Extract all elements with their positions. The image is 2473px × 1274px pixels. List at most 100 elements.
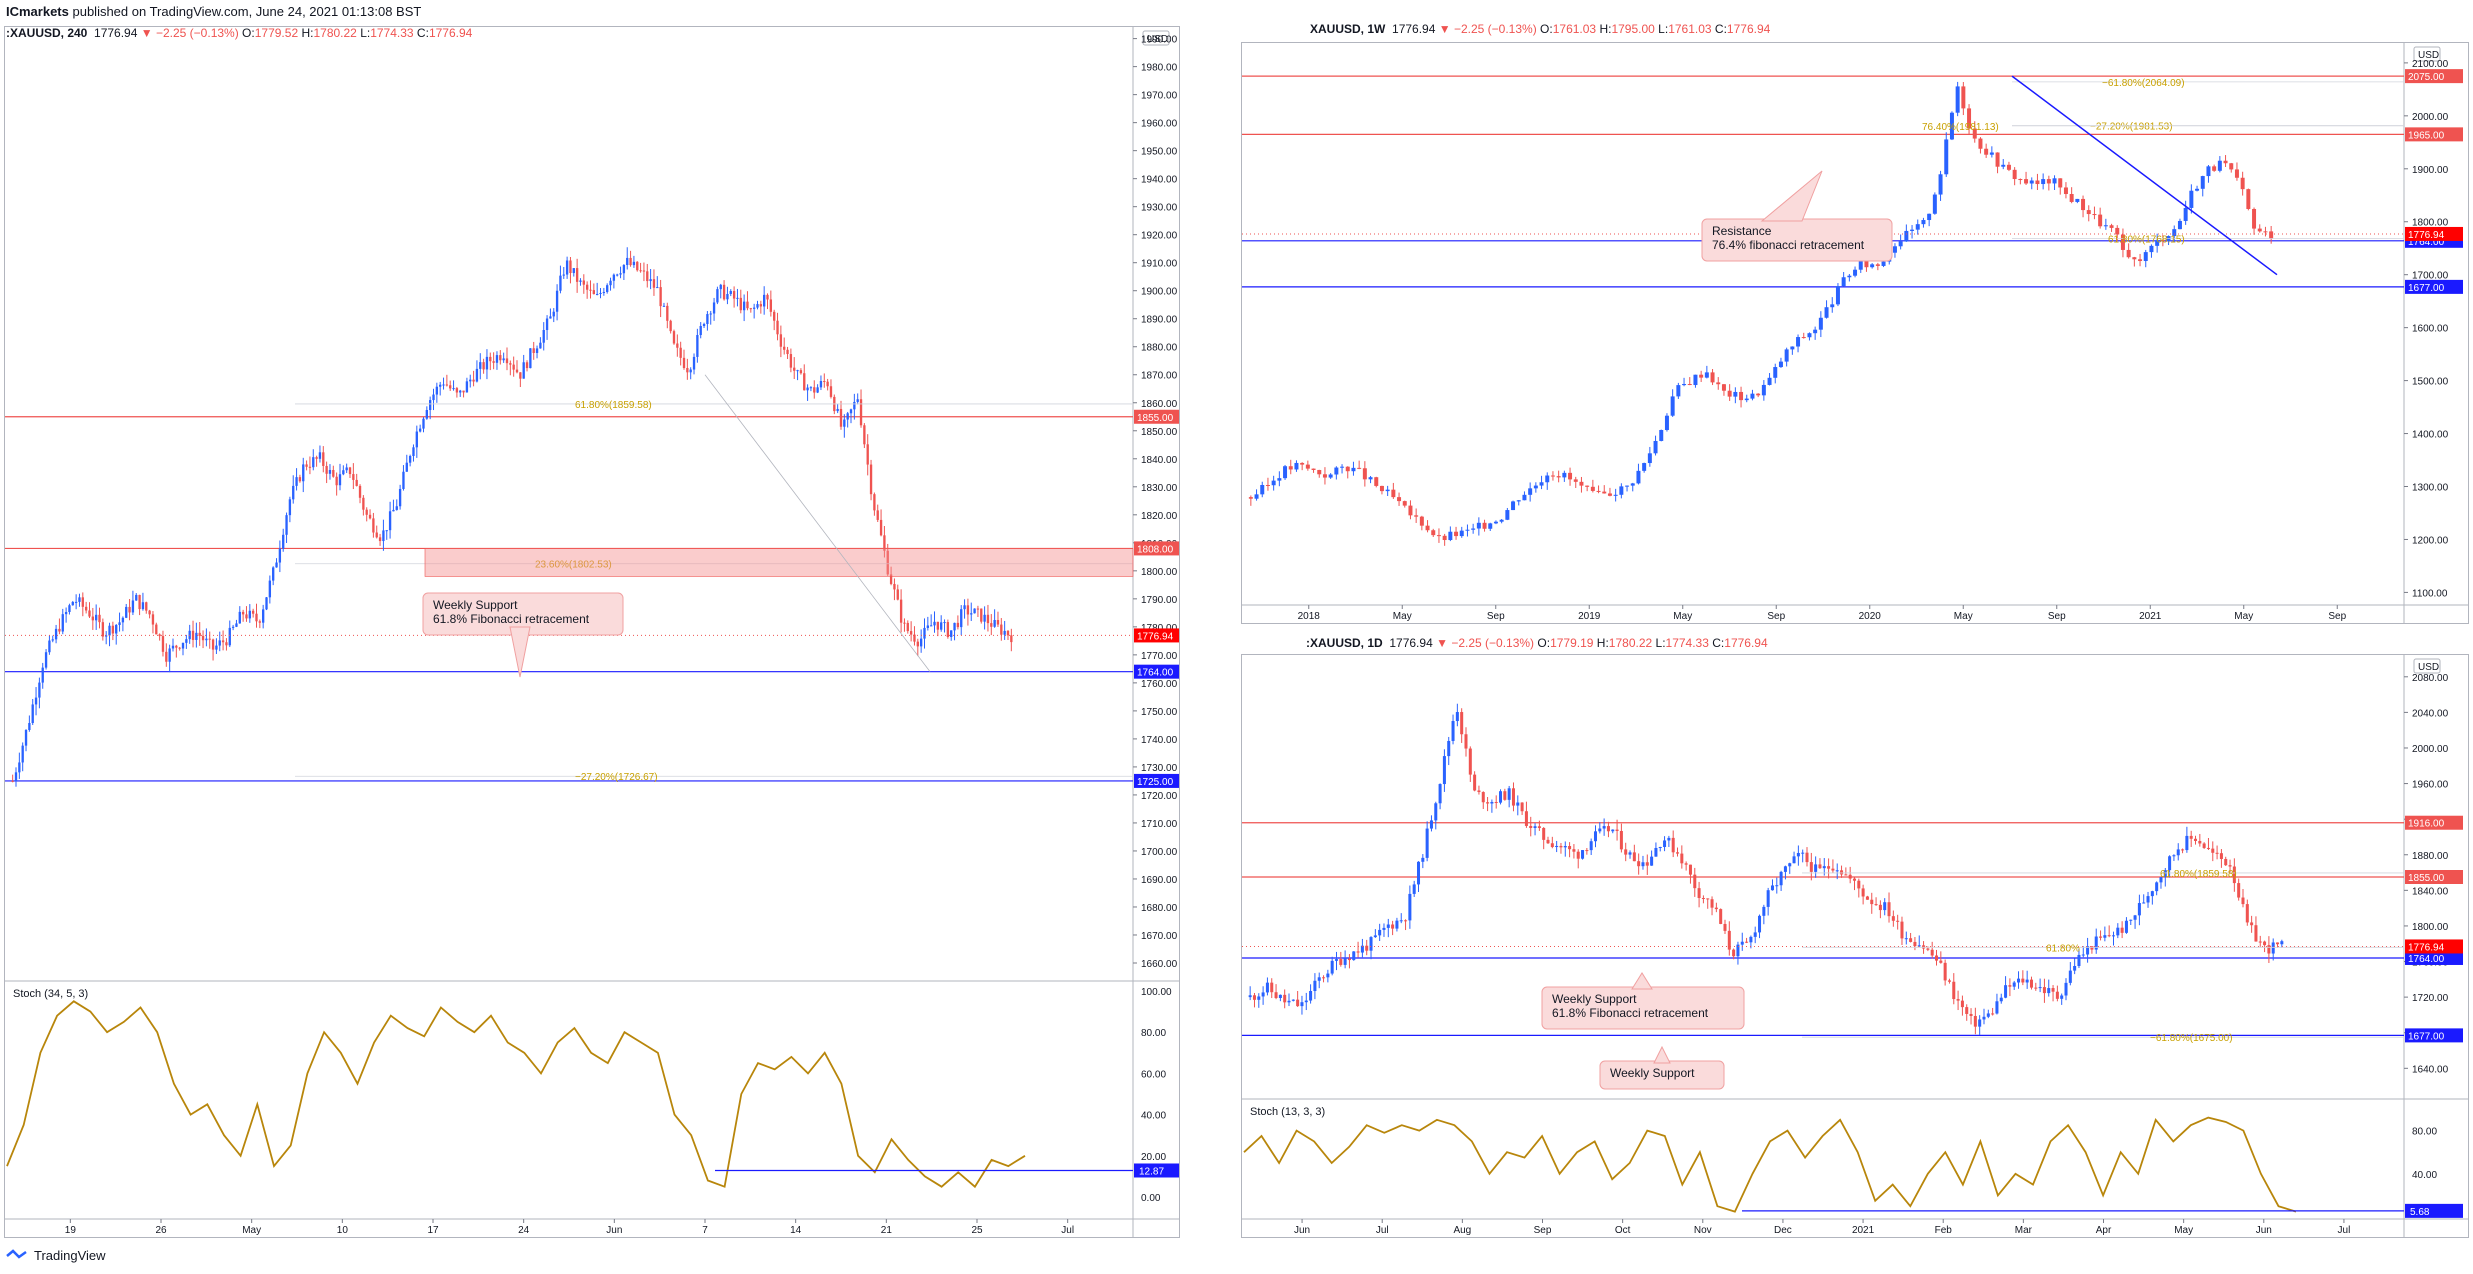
level-price-tag bbox=[2405, 69, 2463, 84]
candle-body bbox=[2245, 904, 2249, 923]
chart-1d-svg[interactable]: USD1640.001680.001720.001760.001800.0018… bbox=[1242, 655, 2468, 1237]
chart-title-240-text: :XAUUSD, 240 1776.94 ▼ −2.25 (−0.13%) O:… bbox=[6, 26, 473, 40]
candle-body bbox=[1369, 937, 1373, 951]
candle-body bbox=[916, 641, 919, 647]
tradingview-footer[interactable]: TradingView bbox=[6, 1248, 106, 1263]
y-tick-label: 1830.00 bbox=[1141, 483, 1178, 494]
candle-body bbox=[1465, 529, 1470, 531]
candle-body bbox=[1989, 152, 1994, 155]
candle-body bbox=[225, 642, 228, 646]
candle-body bbox=[1904, 230, 1909, 242]
candle-body bbox=[1589, 841, 1593, 851]
level-price-label: 1764.00 bbox=[2408, 954, 2445, 965]
candle-body bbox=[18, 762, 21, 773]
y-tick-label: 1880.00 bbox=[1141, 343, 1178, 354]
candle-body bbox=[288, 499, 292, 516]
chart-panel-1w[interactable]: USD 1100.00 1200.00 1300.00 1400.00 1500.00 16… bbox=[1241, 42, 2469, 624]
y-tick-label: 1700.00 bbox=[1141, 847, 1178, 858]
level-price-tag bbox=[1134, 664, 1179, 679]
candle-body bbox=[1887, 902, 1891, 917]
candle-body bbox=[1973, 1015, 1977, 1027]
candle-body bbox=[1345, 466, 1350, 472]
tradingview-brand: TradingView bbox=[34, 1248, 106, 1263]
candle-body bbox=[1767, 377, 1772, 385]
candle-body bbox=[1347, 958, 1351, 961]
candle-body bbox=[131, 600, 135, 613]
x-tick-label: May bbox=[1393, 611, 1412, 622]
y-tick-label: 1970.00 bbox=[1141, 91, 1178, 102]
candle-body bbox=[292, 485, 295, 500]
x-tick-label: 2021 bbox=[2139, 611, 2162, 622]
candle-body bbox=[171, 645, 175, 649]
candle-body bbox=[736, 297, 739, 299]
candle-body bbox=[1585, 850, 1589, 852]
candle-body bbox=[1581, 850, 1585, 859]
level-price-tag bbox=[2405, 950, 2463, 965]
x-tick-label: Feb bbox=[1935, 1225, 1953, 1236]
candle-body bbox=[2189, 190, 2194, 208]
candle-body bbox=[205, 638, 208, 641]
candle-body bbox=[1573, 479, 1578, 482]
candle-body bbox=[646, 271, 649, 282]
candle-body bbox=[709, 313, 712, 315]
candle-body bbox=[849, 409, 853, 414]
candle-body bbox=[1486, 802, 1490, 804]
y-tick-label: 1780.00 bbox=[1141, 623, 1178, 634]
candle-body bbox=[74, 601, 78, 603]
candle-body bbox=[562, 274, 565, 276]
candle-body bbox=[1296, 999, 1300, 1007]
candle-body bbox=[1750, 393, 1755, 399]
candle-body bbox=[1865, 896, 1869, 900]
chart-panel-240[interactable]: USD 1660.00 1670.00 1680.00 1690.00 1700.00 17… bbox=[4, 26, 1180, 1238]
y-tick-label: 1700.00 bbox=[2412, 271, 2449, 282]
candle-body bbox=[1956, 999, 1960, 1001]
candle-body bbox=[793, 367, 796, 371]
y-tick-label: 1800.00 bbox=[1141, 567, 1178, 578]
chart-panel-1d[interactable]: USD1640.001680.001720.001760.001800.0018… bbox=[1241, 654, 2469, 1238]
candle-body bbox=[1459, 530, 1464, 537]
candle-body bbox=[706, 314, 709, 324]
candle-body bbox=[1471, 528, 1476, 530]
candle-body bbox=[495, 355, 499, 363]
level-price-label: 1677.00 bbox=[2408, 1031, 2445, 1042]
candle-body bbox=[2202, 843, 2206, 848]
candle-body bbox=[1874, 904, 1878, 906]
y-tick-label: 1500.00 bbox=[2412, 377, 2449, 388]
candle-body bbox=[1835, 870, 1839, 872]
x-tick-label: 2019 bbox=[1578, 611, 1601, 622]
candle-body bbox=[686, 367, 689, 373]
candle-body bbox=[1252, 995, 1256, 1000]
stoch-line bbox=[6, 1000, 1026, 1189]
stoch-tick-label: 0.00 bbox=[1141, 1193, 1161, 1204]
candle-body bbox=[1733, 391, 1738, 397]
annotation-text: Weekly Support bbox=[1610, 1066, 1695, 1080]
candle-body bbox=[1864, 261, 1869, 268]
stoch-line bbox=[1243, 1116, 2297, 1213]
candle-body bbox=[1278, 994, 1282, 999]
candle-body bbox=[1632, 852, 1636, 862]
candle-body bbox=[666, 305, 669, 321]
candle-body bbox=[1421, 857, 1425, 862]
x-tick-label: 21 bbox=[881, 1225, 893, 1236]
candle-body bbox=[1379, 485, 1384, 492]
chart-1w-svg[interactable]: USD 1100.00 1200.00 1300.00 1400.00 1500.00 16… bbox=[1242, 43, 2468, 623]
candle-body bbox=[502, 358, 505, 361]
candle-body bbox=[352, 474, 355, 480]
chart-240-svg[interactable]: USD 1660.00 1670.00 1680.00 1690.00 1700.00 17… bbox=[5, 27, 1179, 1237]
candle-body bbox=[215, 645, 218, 650]
candle-body bbox=[1328, 474, 1333, 478]
candle-body bbox=[1516, 500, 1521, 502]
candle-body bbox=[1309, 990, 1313, 1001]
candle-body bbox=[1476, 522, 1481, 529]
candle-body bbox=[1326, 973, 1330, 978]
candle-body bbox=[64, 612, 68, 615]
candle-body bbox=[783, 346, 786, 350]
y-tick-label: 2080.00 bbox=[2412, 673, 2449, 684]
candle-body bbox=[322, 452, 325, 466]
candle-body bbox=[1287, 1000, 1291, 1003]
level-price-tag bbox=[1134, 409, 1179, 424]
candle-body bbox=[1351, 467, 1356, 472]
candle-body bbox=[2269, 231, 2274, 239]
candle-body bbox=[255, 613, 258, 622]
currency-label: USD bbox=[1147, 34, 1168, 45]
